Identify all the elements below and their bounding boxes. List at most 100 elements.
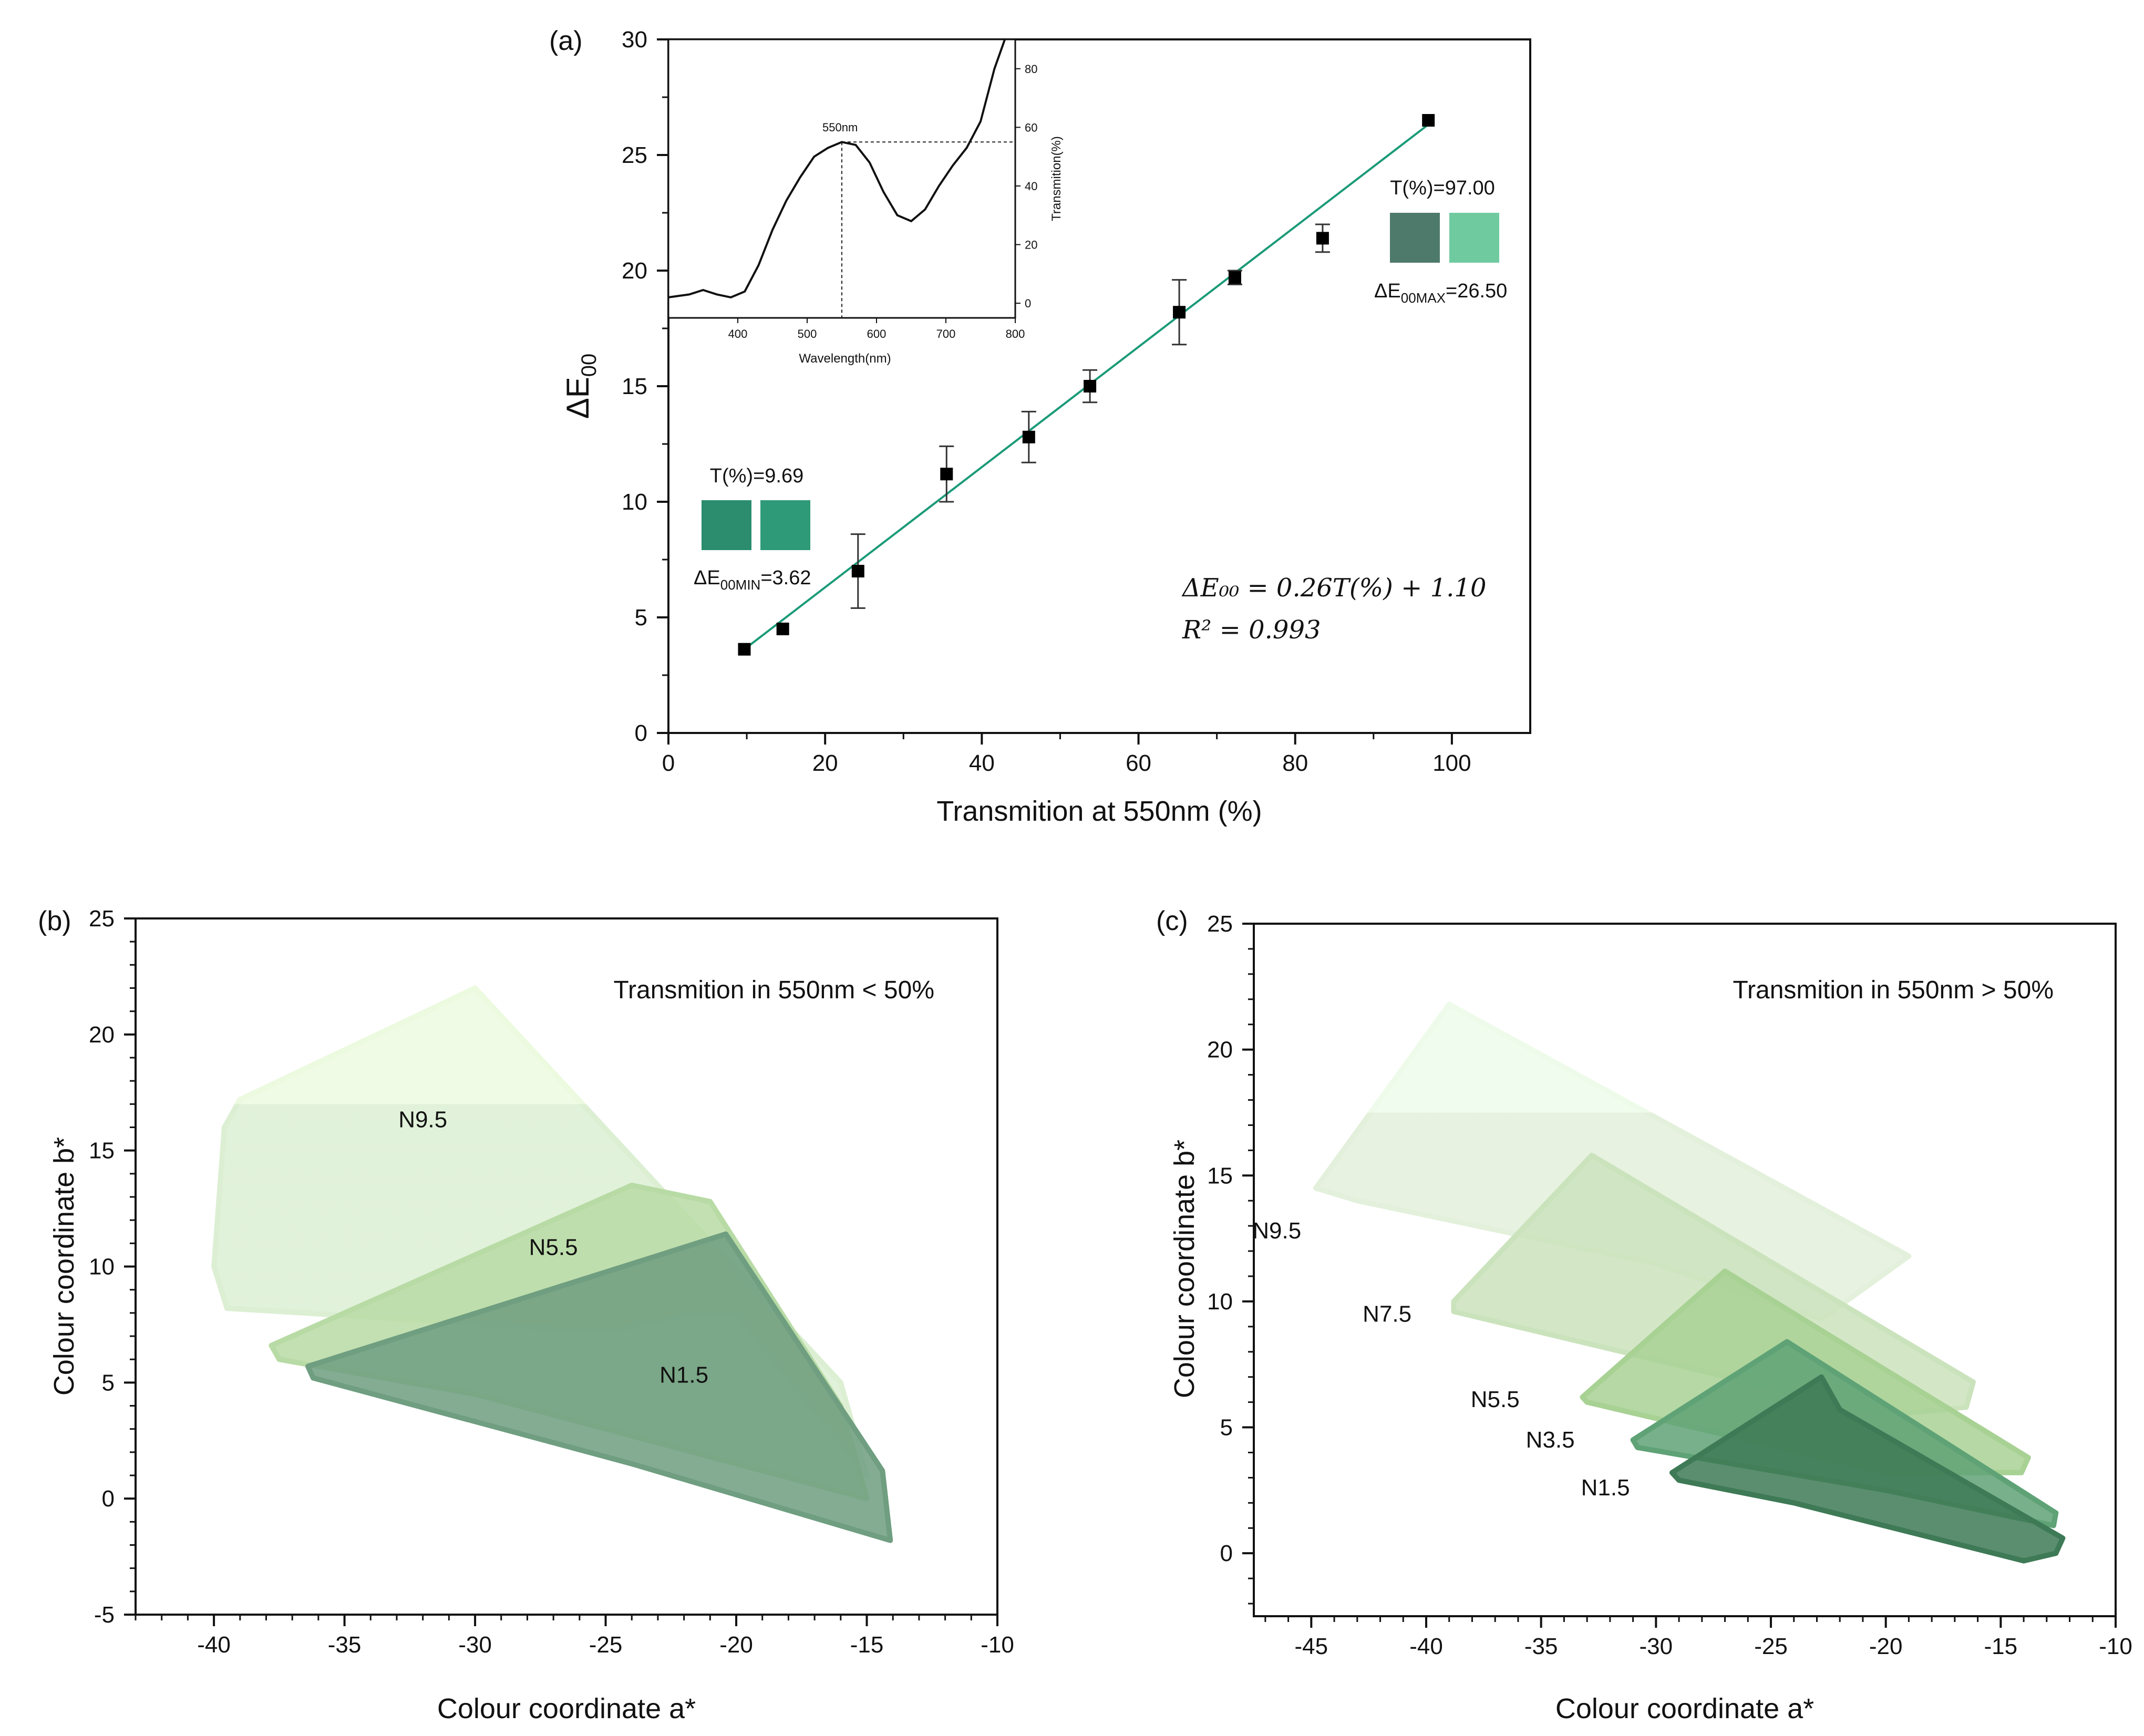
c-x-tick-label: -35 xyxy=(1524,1634,1558,1659)
a-x-tick-label: 0 xyxy=(662,750,675,776)
c-x-tick-label: -25 xyxy=(1754,1634,1788,1659)
swatch-max-label-value: =26.50 xyxy=(1446,280,1507,302)
inset-x-tick-label: 800 xyxy=(1006,327,1025,340)
inset-y-tick-label: 0 xyxy=(1025,297,1031,310)
swatch-max-title: T(%)=97.00 xyxy=(1390,177,1495,199)
a-y-tick-label: 15 xyxy=(622,374,647,399)
inset-y-tick-label: 80 xyxy=(1025,63,1037,76)
b-region-label: N5.5 xyxy=(529,1234,578,1260)
fit-equation: ΔE₀₀ = 0.26T(%) + 1.10 xyxy=(1181,573,1486,603)
swatch-max-label-main: ΔE xyxy=(1374,280,1401,302)
data-point xyxy=(1022,430,1035,443)
b-region-n1-5 xyxy=(305,1231,893,1543)
inset-x-tick-label: 500 xyxy=(798,327,817,340)
inset-y-axis-label: Transmition(%) xyxy=(1049,136,1064,221)
inset-spectrum: 400 500 600 700 800 0 20 40 60 80 550nm Wavelengt… xyxy=(667,38,1064,366)
inset-x-tick-label: 600 xyxy=(867,327,887,340)
swatch-min-label: ΔE00MIN=3.62 xyxy=(694,567,811,593)
panel-c-title: Transmition in 550nm > 50% xyxy=(1733,976,2054,1004)
data-point xyxy=(776,623,789,635)
b-y-tick-label: 20 xyxy=(89,1022,115,1048)
data-point xyxy=(940,468,953,481)
c-x-tick-label: -20 xyxy=(1869,1634,1903,1659)
swatch-min-label-main: ΔE xyxy=(694,567,720,589)
c-region-n1-5 xyxy=(1669,1374,2066,1564)
inset-x-tick-label: 700 xyxy=(936,327,956,340)
a-x-tick-label: 60 xyxy=(1126,750,1151,776)
panel-a-y-axis-label-main: ΔE xyxy=(560,377,595,419)
a-y-tick-label: 0 xyxy=(635,720,647,746)
panel-c-x-axis-label: Colour coordinate a* xyxy=(1555,1693,1814,1724)
c-y-tick-label: 20 xyxy=(1207,1037,1233,1063)
b-x-tick-label: -20 xyxy=(719,1632,753,1658)
swatch-min-title: T(%)=9.69 xyxy=(710,465,803,487)
c-x-tick-label: -40 xyxy=(1409,1634,1443,1659)
c-y-tick-label: 10 xyxy=(1207,1289,1233,1315)
c-region-label: N9.5 xyxy=(1252,1218,1301,1244)
data-point xyxy=(1316,232,1329,245)
swatch-min-right xyxy=(760,500,810,550)
fit-r-squared: R² = 0.993 xyxy=(1182,615,1321,645)
c-y-tick-label: 25 xyxy=(1207,911,1233,937)
swatch-min-label-value: =3.62 xyxy=(760,567,811,589)
swatch-max-right xyxy=(1449,213,1499,263)
c-region-label: N1.5 xyxy=(1581,1475,1630,1501)
data-point xyxy=(1228,271,1241,284)
b-y-tick-label: -5 xyxy=(94,1602,115,1628)
a-y-tick-label: 5 xyxy=(635,605,647,631)
c-region-label: N7.5 xyxy=(1363,1301,1411,1327)
b-y-tick-label: 0 xyxy=(102,1486,115,1512)
swatch-max-group: T(%)=97.00 ΔE00MAX=26.50 xyxy=(1374,177,1507,306)
a-x-tick-label: 80 xyxy=(1282,750,1308,776)
panel-a-x-axis-label: Transmition at 550nm (%) xyxy=(936,795,1262,827)
a-y-tick-label: 30 xyxy=(622,27,647,53)
swatch-min-left xyxy=(702,500,751,550)
c-region-label: N5.5 xyxy=(1471,1387,1520,1412)
data-point xyxy=(851,565,864,577)
data-point xyxy=(738,643,751,656)
panel-b: (b) -40 -35 -30 -25 -20 -15 -10 -5 0 5 10 15 20 25 N9… xyxy=(38,906,1014,1724)
panel-c: (c) -45 -40 -35 -30 -25 -20 -15 -10 0 5 10 15 20 25 N… xyxy=(1156,906,2132,1724)
b-x-tick-label: -30 xyxy=(458,1632,492,1658)
a-y-tick-label: 10 xyxy=(622,489,647,515)
a-y-tick-label: 25 xyxy=(622,142,647,168)
swatch-min-group: T(%)=9.69 ΔE00MIN=3.62 xyxy=(694,465,811,593)
inset-x-tick-label: 400 xyxy=(728,327,748,340)
c-x-tick-label: -10 xyxy=(2099,1634,2132,1659)
inset-annotation: 550nm xyxy=(822,121,858,134)
a-y-tick-label: 20 xyxy=(622,258,647,284)
inset-x-axis-label: Wavelength(nm) xyxy=(799,352,891,366)
panel-a-label: (a) xyxy=(549,26,583,56)
b-region-label: N9.5 xyxy=(398,1107,447,1133)
inset-transmission-curve xyxy=(668,39,1006,298)
panel-c-plot-frame xyxy=(1253,923,2117,1617)
c-y-tick-label: 15 xyxy=(1207,1163,1233,1189)
b-x-tick-label: -35 xyxy=(328,1632,362,1658)
b-y-tick-label: 25 xyxy=(89,906,115,932)
panel-c-y-axis-label: Colour coordinate b* xyxy=(1169,1140,1200,1398)
a-x-tick-label: 40 xyxy=(969,750,995,776)
c-x-tick-label: -30 xyxy=(1640,1634,1673,1659)
c-x-tick-label: -45 xyxy=(1295,1634,1328,1659)
a-x-tick-label: 100 xyxy=(1432,750,1471,776)
b-x-tick-label: -40 xyxy=(197,1632,231,1658)
inset-y-tick-label: 20 xyxy=(1025,239,1037,252)
c-y-tick-label: 5 xyxy=(1220,1415,1233,1441)
panel-b-x-axis-label: Colour coordinate a* xyxy=(437,1693,696,1724)
swatch-max-label: ΔE00MAX=26.50 xyxy=(1374,280,1507,306)
swatch-max-label-sub: 00MAX xyxy=(1401,290,1446,306)
panel-a-y-axis-label-sub: 00 xyxy=(578,354,601,377)
panel-b-y-axis-label: Colour coordinate b* xyxy=(48,1137,80,1396)
panel-b-title: Transmition in 550nm < 50% xyxy=(613,976,934,1004)
data-point xyxy=(1422,114,1435,127)
inset-y-tick-label: 40 xyxy=(1025,180,1037,193)
panel-b-label: (b) xyxy=(38,906,71,936)
c-region-label: N3.5 xyxy=(1526,1427,1575,1453)
inset-y-tick-label: 60 xyxy=(1025,121,1037,134)
c-x-tick-label: -15 xyxy=(1984,1634,2018,1659)
panel-c-label: (c) xyxy=(1156,906,1188,936)
data-point xyxy=(1084,380,1097,392)
panel-a-y-axis-label: ΔE00 xyxy=(560,354,601,419)
b-y-tick-label: 10 xyxy=(89,1254,115,1280)
